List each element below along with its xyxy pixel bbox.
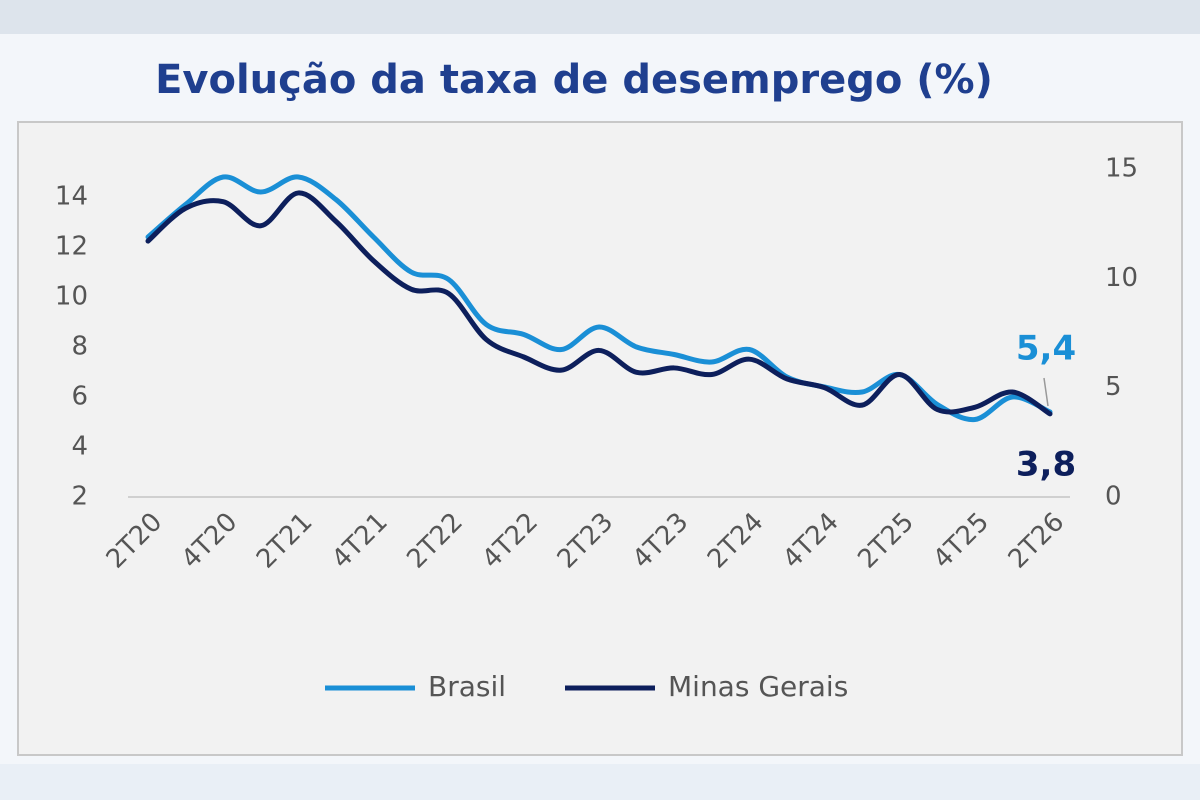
top-strip [0,0,1200,34]
y-tick-label: 4 [71,432,88,462]
y-tick-label: 8 [71,332,88,362]
y2-tick-label: 0 [1105,482,1122,512]
y-tick-label: 14 [55,182,88,212]
y-tick-label: 12 [55,232,88,262]
y2-tick-label: 10 [1105,263,1138,293]
y-tick-label: 2 [71,482,88,512]
data-label: 3,8 [1016,444,1076,484]
legend-label: Brasil [428,670,506,703]
series-line [145,190,1053,417]
legend-label: Minas Gerais [668,670,848,703]
y-tick-label: 6 [71,382,88,412]
chart-title: Evolução da taxa de desemprego (%) [155,57,993,103]
y2-tick-label: 15 [1105,153,1138,183]
leader-line [1043,377,1049,407]
y-tick-label: 10 [55,282,88,312]
y2-tick-label: 5 [1105,372,1122,402]
data-label: 5,4 [1016,329,1076,369]
plot-panel [17,121,1183,756]
